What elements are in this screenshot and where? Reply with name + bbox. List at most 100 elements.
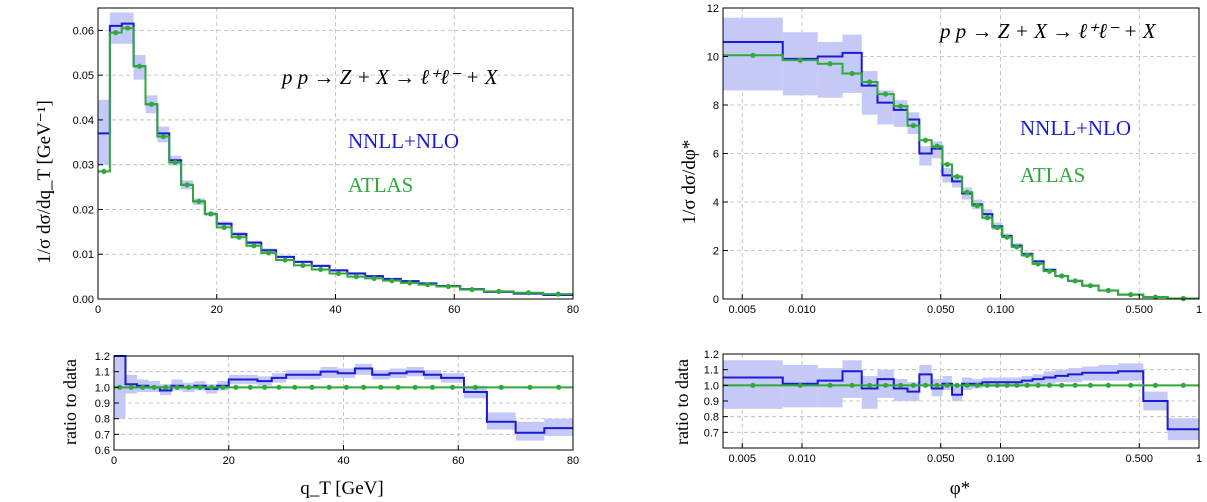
qt-data-point xyxy=(136,63,143,69)
phistar-ratio-uncertainty-band xyxy=(893,379,908,401)
phistar-ratio-data-point xyxy=(1059,382,1065,388)
phistar-ratio-x-tick-label: 0.500 xyxy=(1125,453,1153,465)
phistar-data-point xyxy=(867,79,873,85)
qt-ratio-data-point xyxy=(309,384,315,390)
qt-x-tick-label: 0 xyxy=(95,304,101,316)
phistar-ratio-data-point xyxy=(964,382,970,388)
qt-ratio-data-point xyxy=(197,384,203,390)
phistar-ratio-y-tick-label: 1.0 xyxy=(704,380,719,392)
qt-uncertainty-band xyxy=(98,99,110,165)
phistar-ratio-y-tick-label: 0.7 xyxy=(704,427,719,439)
qt-y-axis-title: 1/σ dσ/dq_T [GeV⁻¹] xyxy=(34,100,55,264)
qt-ratio-data-point xyxy=(326,384,332,390)
qt-ratio-y-tick-label: 1.1 xyxy=(95,367,110,379)
phistar-uncertainty-band xyxy=(861,71,878,115)
phistar-y-axis-title: 1/σ dσ/dφ* xyxy=(679,140,700,225)
phistar-x-axis-title: φ* xyxy=(950,478,970,499)
phistar-ratio-x-tick-label: 0.100 xyxy=(987,453,1015,465)
qt-ratio-x-tick-label: 80 xyxy=(567,455,579,467)
phistar-ratio-data-point xyxy=(974,382,980,388)
qt-data-point xyxy=(525,290,532,296)
phistar-data-point xyxy=(994,224,1000,231)
phistar-data-point xyxy=(1046,268,1053,274)
qt-data-point xyxy=(496,288,502,294)
qt-ratio-data-point xyxy=(276,384,282,390)
qt-data-point xyxy=(353,274,359,280)
qt-ratio-data-point xyxy=(429,384,436,390)
qt-y-tick-label: 0.05 xyxy=(73,70,94,82)
phistar-ratio-uncertainty-band xyxy=(952,385,963,401)
phistar-uncertainty-band xyxy=(919,146,932,166)
phistar-ratio-data-point xyxy=(1035,382,1041,388)
qt-data-point xyxy=(148,101,155,107)
phistar-ratio-data-point xyxy=(867,382,873,388)
phistar-ratio-y-tick-label: 0.8 xyxy=(704,412,719,424)
phistar-ratio-data-point xyxy=(934,382,940,388)
qt-ratio-data-point xyxy=(208,384,215,390)
qt-y-tick-label: 0.06 xyxy=(73,25,94,37)
qt-ratio-y-tick-label: 0.8 xyxy=(95,414,110,426)
qt-data-point xyxy=(555,291,561,297)
qt-data-point xyxy=(251,243,257,249)
qt-ratio-data-point xyxy=(395,384,401,390)
phistar-y-tick-label: 4 xyxy=(713,197,719,209)
qt-ratio-x-tick-label: 60 xyxy=(452,455,464,467)
qt-ratio-data-point xyxy=(220,384,226,390)
qt-process-annotation: p p → Z + X → ℓ⁺ℓ⁻ + X xyxy=(280,65,499,89)
qt-ratio-data-point xyxy=(185,384,192,390)
phistar-data-point xyxy=(984,215,990,221)
phistar-legend-data: ATLAS xyxy=(1020,163,1085,187)
phistar-ratio-data-point xyxy=(1046,382,1053,388)
qt-data-point xyxy=(172,159,178,166)
qt-data-point xyxy=(184,182,190,188)
phistar-ratio-data-point xyxy=(1087,382,1093,388)
qt-data-point xyxy=(113,30,119,36)
qt-ratio-data-point xyxy=(449,384,456,390)
phistar-y-tick-label: 2 xyxy=(713,246,719,258)
qt-data-point xyxy=(160,133,166,140)
phistar-ratio-data-point xyxy=(750,382,756,388)
qt-data-point xyxy=(318,266,324,273)
qt-data-point xyxy=(469,286,475,293)
qt-ratio-y-axis-title: ratio to data xyxy=(60,359,80,445)
qt-ratio-data-point xyxy=(233,384,239,390)
phistar-ratio-data-point xyxy=(954,382,960,388)
qt-data-point xyxy=(208,211,214,217)
phistar-ratio-x-tick-label: 0.010 xyxy=(788,453,816,465)
qt-x-tick-label: 40 xyxy=(329,304,341,316)
phistar-data-point xyxy=(1128,292,1134,298)
qt-ratio-y-tick-label: 1.0 xyxy=(95,382,110,394)
phistar-x-tick-label: 1 xyxy=(1196,304,1202,316)
phistar-data-point xyxy=(964,189,970,195)
phistar-y-tick-label: 0 xyxy=(713,294,719,306)
phistar-ratio-panel: 0.005 0.010 0.050 0.100 0.500 1 0.7 0.8 0.9 1.0 1.… xyxy=(704,349,1202,465)
phistar-x-tick-label: 0.005 xyxy=(728,304,756,316)
phistar-data-point xyxy=(883,91,889,97)
qt-ratio-data-point xyxy=(174,384,180,390)
qt-ratio-panel: 0 20 40 60 80 0.6 0.7 0.8 0.9 1.0 1.1 1.2 xyxy=(95,351,579,467)
phistar-ratio-y-axis-title: ratio to data xyxy=(672,359,692,445)
phistar-ratio-x-tick-label: 1 xyxy=(1196,453,1202,465)
phistar-y-tick-label: 10 xyxy=(707,52,719,64)
phistar-ratio-data-point xyxy=(1024,382,1030,388)
qt-data-point xyxy=(371,275,377,282)
phistar-ratio-uncertainty-band xyxy=(861,375,878,409)
phistar-y-tick-label: 12 xyxy=(707,3,719,15)
phistar-data-point xyxy=(1024,252,1030,258)
qt-data-point xyxy=(125,25,131,31)
qt-x-axis-title: q_T [GeV] xyxy=(300,478,384,499)
phistar-ratio-data-point xyxy=(1128,382,1134,388)
phistar-ratio-data-point xyxy=(922,382,929,388)
qt-data-point xyxy=(300,262,306,269)
phistar-legend-theory: NNLL+NLO xyxy=(1020,116,1131,140)
phistar-data-point xyxy=(1152,294,1159,300)
phistar-y-tick-label: 6 xyxy=(713,149,719,161)
phistar-uncertainty-band xyxy=(782,32,818,96)
phistar-ratio-data-point xyxy=(1180,382,1186,388)
qt-data-point xyxy=(424,282,431,288)
qt-ratio-data-point xyxy=(292,384,298,390)
qt-ratio-x-tick-label: 20 xyxy=(223,455,235,467)
phistar-ratio-data-point xyxy=(1004,382,1010,388)
